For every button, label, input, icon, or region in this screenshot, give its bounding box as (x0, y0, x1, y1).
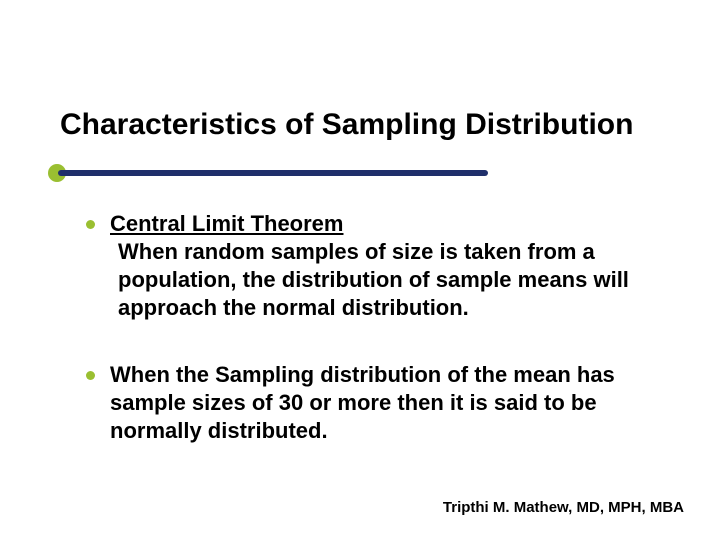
title-underline (0, 158, 720, 186)
footer-author: Tripthi M. Mathew, MD, MPH, MBA (443, 499, 684, 516)
slide-title: Characteristics of Sampling Distribution (60, 108, 633, 142)
bullet-item: Central Limit Theorem When random sample… (110, 210, 670, 323)
underline-bar (58, 170, 488, 176)
bullet-body: When random samples of size is taken fro… (110, 238, 670, 322)
bullet-body: When the Sampling distribution of the me… (110, 361, 670, 445)
bullet-list: Central Limit Theorem When random sample… (110, 210, 670, 483)
bullet-dot-icon (86, 371, 95, 380)
bullet-dot-icon (86, 220, 95, 229)
bullet-item: When the Sampling distribution of the me… (110, 361, 670, 445)
bullet-heading: Central Limit Theorem (110, 211, 343, 236)
slide: Characteristics of Sampling Distribution… (0, 0, 720, 540)
